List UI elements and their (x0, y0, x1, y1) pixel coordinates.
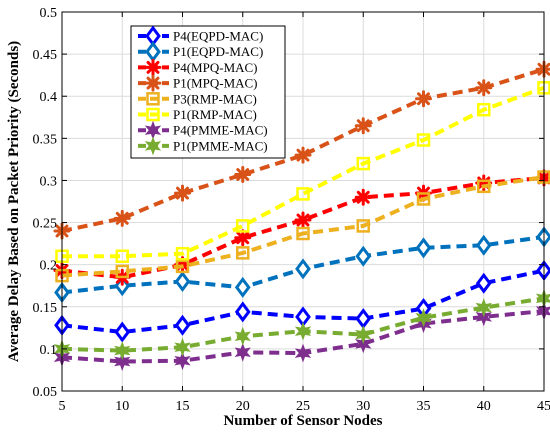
y-axis-title: Average Delay Based on Packet Priority (… (6, 41, 22, 362)
data-point (478, 237, 490, 253)
legend-item: P3(RMP-MAC) (138, 91, 257, 106)
legend-label: P1(MPQ-MAC) (173, 76, 258, 91)
x-tick-label: 15 (176, 399, 190, 414)
legend-label: P1(RMP-MAC) (173, 107, 257, 122)
legend-label: P4(MPQ-MAC) (173, 60, 258, 75)
data-point (417, 92, 431, 106)
legend-marker (146, 60, 160, 74)
x-tick-label: 5 (59, 399, 66, 414)
data-point (356, 119, 370, 133)
data-point (115, 211, 129, 225)
data-point (357, 248, 369, 264)
x-tick-label: 45 (537, 399, 550, 414)
data-point (236, 231, 250, 245)
y-tick-label: 0.1 (40, 343, 58, 358)
legend-marker (146, 76, 160, 90)
y-tick-label: 0.35 (33, 132, 58, 147)
data-point (356, 190, 370, 204)
data-point (478, 275, 490, 291)
data-point (177, 274, 189, 290)
legend: P4(EQPD-MAC)P1(EQPD-MAC)P4(MPQ-MAC)P1(MP… (131, 26, 285, 158)
y-tick-label: 0.3 (40, 174, 58, 189)
data-point (237, 304, 249, 320)
data-point (296, 148, 310, 162)
y-tick-label: 0.15 (33, 301, 58, 316)
legend-label: P1(PMME-MAC) (173, 138, 268, 153)
data-point (177, 317, 189, 333)
data-point (477, 81, 491, 95)
x-tick-label: 25 (296, 399, 310, 414)
legend-label: P3(RMP-MAC) (173, 91, 257, 106)
y-tick-label: 0.2 (40, 259, 58, 274)
x-tick-label: 10 (115, 399, 129, 414)
legend-label: P1(EQPD-MAC) (173, 44, 263, 59)
data-point (297, 261, 309, 277)
data-point (357, 311, 369, 327)
x-axis-title: Number of Sensor Nodes (223, 413, 382, 429)
legend-label: P4(PMME-MAC) (173, 123, 268, 138)
x-tick-label: 20 (236, 399, 250, 414)
legend-item: P1(RMP-MAC) (138, 107, 257, 122)
data-point (236, 168, 250, 182)
data-point (418, 240, 430, 256)
y-tick-label: 0.45 (33, 48, 58, 63)
data-point (296, 213, 310, 227)
data-point (176, 186, 190, 200)
y-tick-label: 0.5 (40, 6, 58, 21)
legend-label: P4(EQPD-MAC) (173, 29, 263, 44)
data-point (237, 279, 249, 295)
x-tick-label: 40 (477, 399, 491, 414)
data-point (116, 324, 128, 340)
x-tick-label: 35 (417, 399, 431, 414)
y-tick-label: 0.4 (40, 90, 58, 105)
y-tick-label: 0.05 (33, 385, 58, 400)
x-tick-label: 30 (356, 399, 370, 414)
y-tick-label: 0.25 (33, 217, 58, 232)
